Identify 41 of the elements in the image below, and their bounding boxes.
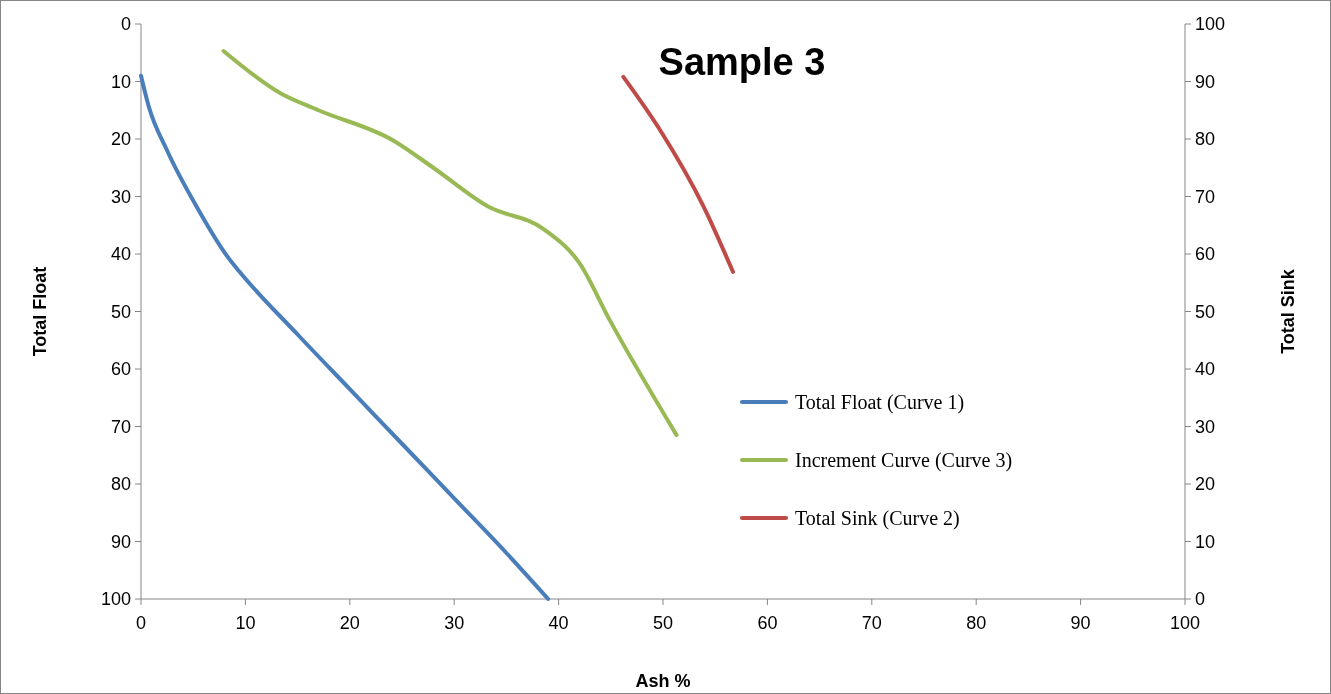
legend-label: Increment Curve (Curve 3)	[795, 449, 1013, 472]
y-tick-label: 80	[110, 474, 131, 495]
y-tick-label: 100	[100, 589, 131, 610]
y-tick-label: 20	[110, 129, 131, 150]
x-tick-label: 10	[235, 613, 256, 633]
y-tick-label: 70	[110, 416, 131, 437]
y2-tick-label: 30	[1195, 416, 1216, 437]
y2-tick-label: 10	[1195, 531, 1216, 552]
legend-label: Total Sink (Curve 2)	[795, 507, 960, 530]
y2-tick-label: 20	[1195, 474, 1216, 495]
y2-tick-label: 60	[1195, 244, 1216, 265]
x-tick-label: 50	[652, 613, 674, 633]
x-tick-label: 80	[966, 613, 987, 633]
y2-tick-label: 80	[1195, 129, 1216, 150]
x-tick-label: 60	[757, 613, 778, 633]
x-tick-label: 30	[444, 613, 465, 633]
line-series	[139, 73, 551, 601]
y-tick-label: 10	[110, 71, 131, 92]
x-tick-label: 20	[339, 613, 360, 633]
y-tick-label: 40	[110, 244, 131, 265]
y2-tick-label: 40	[1195, 359, 1216, 380]
y2-tick-label: 90	[1195, 71, 1216, 92]
y2-tick-label: 100	[1195, 14, 1226, 35]
y-tick-label: 30	[110, 186, 131, 207]
y2-tick-label: 70	[1195, 186, 1216, 207]
y2-axis-title: Total Sink	[1278, 268, 1298, 354]
legend-label: Total Float (Curve 1)	[795, 391, 965, 414]
y-axis-title: Total Float	[30, 266, 50, 357]
x-tick-label: 70	[861, 613, 882, 633]
x-tick-label: 0	[135, 613, 147, 633]
y-tick-label: 0	[120, 14, 131, 35]
y2-tick-label: 0	[1195, 589, 1206, 610]
y2-tick-label: 50	[1195, 301, 1216, 322]
chart-title: Sample 3	[658, 41, 826, 83]
y-tick-label: 50	[110, 301, 131, 322]
y-tick-label: 90	[110, 531, 131, 552]
x-tick-label: 40	[548, 613, 569, 633]
y-tick-label: 60	[110, 359, 131, 380]
x-tick-label: 100	[1169, 613, 1201, 633]
x-tick-label: 90	[1070, 613, 1091, 633]
x-axis-title: Ash %	[635, 671, 691, 691]
